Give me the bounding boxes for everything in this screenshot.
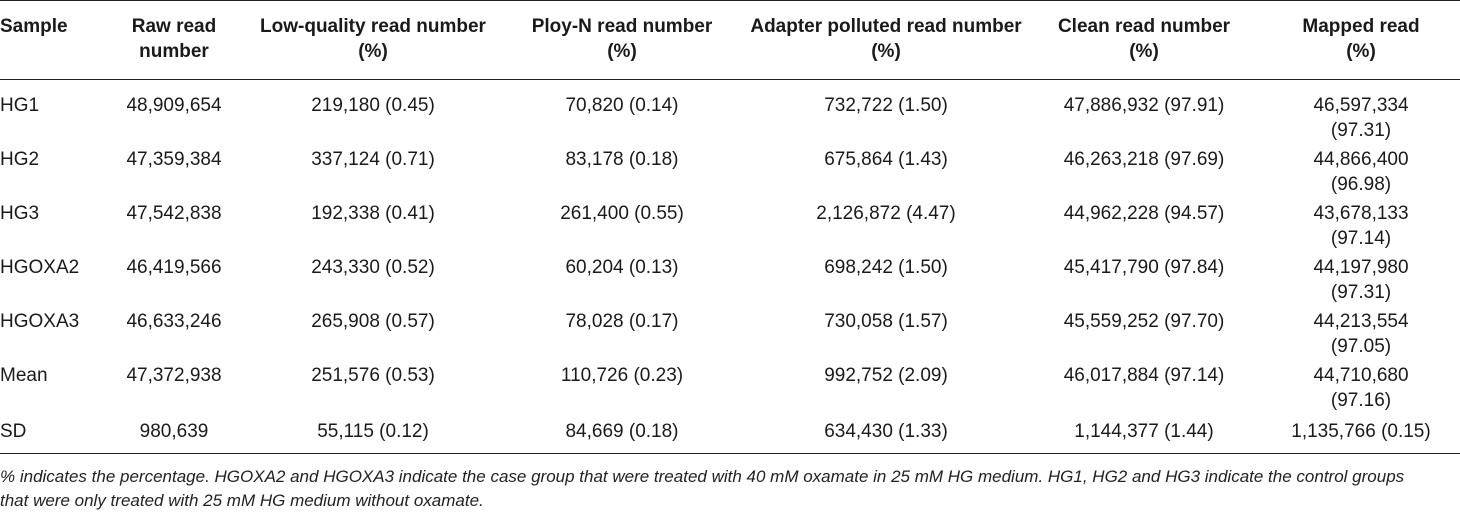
cell-low-quality: 251,576 (0.53)	[311, 365, 435, 386]
header-clean-read: Clean read number (%)	[1057, 16, 1231, 62]
read-statistics-table: Sample Raw read number Low-quality read n…	[0, 0, 1460, 454]
cell-sample: HGOXA3	[0, 311, 80, 332]
cell-adapter-polluted: 2,126,872 (4.47)	[816, 203, 956, 224]
cell-adapter-polluted: 992,752 (2.09)	[824, 365, 948, 386]
cell-low-quality: 55,115 (0.12)	[317, 421, 429, 442]
cell-raw-read: 47,372,938	[126, 365, 222, 386]
cell-clean-read: 1,144,377 (1.44)	[1074, 421, 1214, 442]
cell-ploy-n: 110,726 (0.23)	[560, 365, 684, 386]
table-row: HGOXA3 46,633,246 265,908 (0.57) 78,028 …	[0, 305, 1460, 359]
table-row: Mean 47,372,938 251,576 (0.53) 110,726 (…	[0, 359, 1460, 413]
cell-sample: Mean	[0, 365, 48, 386]
table-body: HG1 48,909,654 219,180 (0.45) 70,820 (0.…	[0, 80, 1460, 454]
table-row: HG2 47,359,384 337,124 (0.71) 83,178 (0.…	[0, 143, 1460, 197]
cell-sample: HG1	[0, 95, 40, 116]
cell-adapter-polluted: 675,864 (1.43)	[824, 149, 948, 170]
header-raw-read: Raw read number	[131, 16, 217, 62]
cell-sample: HG2	[0, 149, 40, 170]
cell-adapter-polluted: 730,058 (1.57)	[824, 311, 948, 332]
cell-adapter-polluted: 698,242 (1.50)	[824, 257, 948, 278]
cell-sample: SD	[0, 421, 27, 442]
cell-clean-read: 45,417,790 (97.84)	[1063, 257, 1225, 278]
header-sample: Sample	[0, 16, 68, 37]
cell-mapped-read: 44,710,680 (97.16)	[1313, 365, 1409, 411]
cell-mapped-read: 44,197,980 (97.31)	[1313, 257, 1409, 303]
cell-mapped-read: 43,678,133 (97.14)	[1313, 203, 1409, 249]
cell-raw-read: 980,639	[139, 421, 209, 442]
cell-adapter-polluted: 634,430 (1.33)	[824, 421, 948, 442]
cell-clean-read: 47,886,932 (97.91)	[1063, 95, 1225, 116]
cell-ploy-n: 84,669 (0.18)	[565, 421, 679, 442]
table-row: SD 980,639 55,115 (0.12) 84,669 (0.18) 6…	[0, 413, 1460, 454]
cell-low-quality: 192,338 (0.41)	[311, 203, 435, 224]
header-ploy-n: Ploy-N read number (%)	[531, 16, 713, 62]
cell-raw-read: 46,633,246	[126, 311, 222, 332]
cell-low-quality: 265,908 (0.57)	[311, 311, 435, 332]
header-low-quality: Low-quality read number (%)	[260, 16, 486, 62]
cell-raw-read: 47,542,838	[126, 203, 222, 224]
cell-clean-read: 45,559,252 (97.70)	[1063, 311, 1225, 332]
table-row: HG3 47,542,838 192,338 (0.41) 261,400 (0…	[0, 197, 1460, 251]
table-row: HGOXA2 46,419,566 243,330 (0.52) 60,204 …	[0, 251, 1460, 305]
cell-clean-read: 46,017,884 (97.14)	[1063, 365, 1225, 386]
cell-mapped-read: 46,597,334 (97.31)	[1313, 95, 1409, 141]
header-row: Sample Raw read number Low-quality read n…	[0, 0, 1460, 80]
cell-ploy-n: 60,204 (0.13)	[565, 257, 679, 278]
table-footnote: % indicates the percentage. HGOXA2 and H…	[0, 465, 1460, 513]
footnote-line-2: that were only treated with 25 mM HG med…	[0, 491, 484, 510]
cell-mapped-read: 44,866,400 (96.98)	[1313, 149, 1409, 195]
cell-sample: HGOXA2	[0, 257, 80, 278]
cell-raw-read: 46,419,566	[126, 257, 222, 278]
cell-clean-read: 46,263,218 (97.69)	[1063, 149, 1225, 170]
cell-ploy-n: 70,820 (0.14)	[565, 95, 679, 116]
cell-raw-read: 47,359,384	[126, 149, 222, 170]
table-row: HG1 48,909,654 219,180 (0.45) 70,820 (0.…	[0, 80, 1460, 144]
cell-ploy-n: 261,400 (0.55)	[560, 203, 684, 224]
cell-low-quality: 219,180 (0.45)	[311, 95, 435, 116]
table-header: Sample Raw read number Low-quality read n…	[0, 0, 1460, 80]
header-mapped-read: Mapped read (%)	[1302, 16, 1420, 62]
footnote-line-1: % indicates the percentage. HGOXA2 and H…	[0, 467, 1405, 486]
cell-mapped-read: 1,135,766 (0.15)	[1291, 421, 1431, 442]
cell-sample: HG3	[0, 203, 40, 224]
cell-clean-read: 44,962,228 (94.57)	[1063, 203, 1225, 224]
cell-low-quality: 337,124 (0.71)	[311, 149, 435, 170]
cell-ploy-n: 83,178 (0.18)	[565, 149, 679, 170]
header-adapter-polluted: Adapter polluted read number (%)	[750, 16, 1022, 62]
cell-low-quality: 243,330 (0.52)	[311, 257, 435, 278]
cell-mapped-read: 44,213,554 (97.05)	[1313, 311, 1409, 357]
cell-raw-read: 48,909,654	[126, 95, 222, 116]
cell-adapter-polluted: 732,722 (1.50)	[824, 95, 948, 116]
cell-ploy-n: 78,028 (0.17)	[565, 311, 679, 332]
